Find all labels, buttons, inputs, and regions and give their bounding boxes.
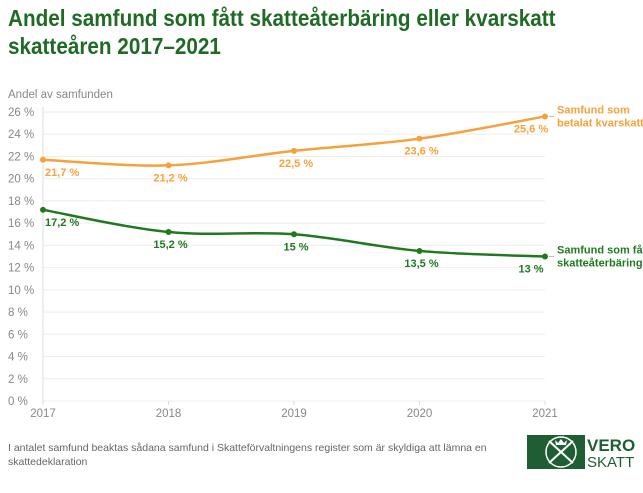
x-tick-label: 2017	[30, 408, 56, 420]
y-tick-label: 12 %	[8, 263, 34, 275]
data-label: 15 %	[283, 241, 308, 253]
vero-skatt-logo: VERO SKATT	[527, 435, 635, 469]
chart-title: Andel samfund som fått skatteåterbäring …	[8, 5, 556, 59]
y-tick-label: 4 %	[8, 352, 28, 364]
series-label: betalat kvarskatt	[557, 117, 643, 129]
data-label: 21,7 %	[45, 167, 79, 179]
y-tick-label: 20 %	[8, 174, 34, 186]
svg-text:VERO: VERO	[587, 436, 635, 455]
data-label: 22,5 %	[279, 158, 313, 170]
data-point	[416, 135, 423, 142]
y-tick-label: 2 %	[8, 374, 28, 386]
svg-text:SKATT: SKATT	[587, 454, 634, 469]
series-label: Samfund som	[557, 104, 630, 116]
y-tick-label: 0 %	[8, 396, 28, 408]
y-tick-label: 16 %	[8, 218, 34, 230]
y-axis-label: Andel av samfunden	[8, 89, 113, 101]
y-tick-label: 22 %	[8, 151, 34, 163]
data-point	[291, 147, 297, 154]
data-label: 21,2 %	[153, 172, 187, 184]
data-point	[416, 247, 423, 254]
y-tick-label: 24 %	[8, 129, 34, 141]
data-point	[542, 253, 548, 260]
data-label: 17,2 %	[45, 217, 79, 229]
y-tick-label: 10 %	[8, 285, 34, 297]
y-tick-label: 18 %	[8, 196, 34, 208]
y-tick-label: 26 %	[8, 107, 34, 119]
data-point	[542, 113, 548, 120]
series-label: Samfund som fåt	[557, 245, 643, 257]
data-point	[40, 156, 46, 163]
footnote: I antalet samfund beaktas sådana samfund…	[8, 442, 487, 468]
data-label: 25,6 %	[514, 123, 548, 135]
y-tick-label: 8 %	[8, 307, 28, 319]
x-tick-label: 2018	[156, 408, 182, 420]
data-point	[291, 231, 297, 238]
y-tick-label: 14 %	[8, 240, 34, 252]
y-tick-label: 6 %	[8, 329, 28, 341]
data-point	[40, 206, 46, 213]
data-label: 13,5 %	[404, 258, 438, 270]
series-label: skatteåterbäring	[557, 258, 643, 270]
data-label: 23,6 %	[404, 146, 438, 158]
x-tick-label: 2021	[532, 408, 558, 420]
data-point	[165, 162, 172, 169]
data-label: 15,2 %	[153, 239, 187, 251]
x-tick-label: 2019	[281, 408, 307, 420]
data-point	[165, 229, 172, 236]
x-tick-label: 2020	[407, 408, 433, 420]
data-label: 13 %	[518, 264, 543, 276]
